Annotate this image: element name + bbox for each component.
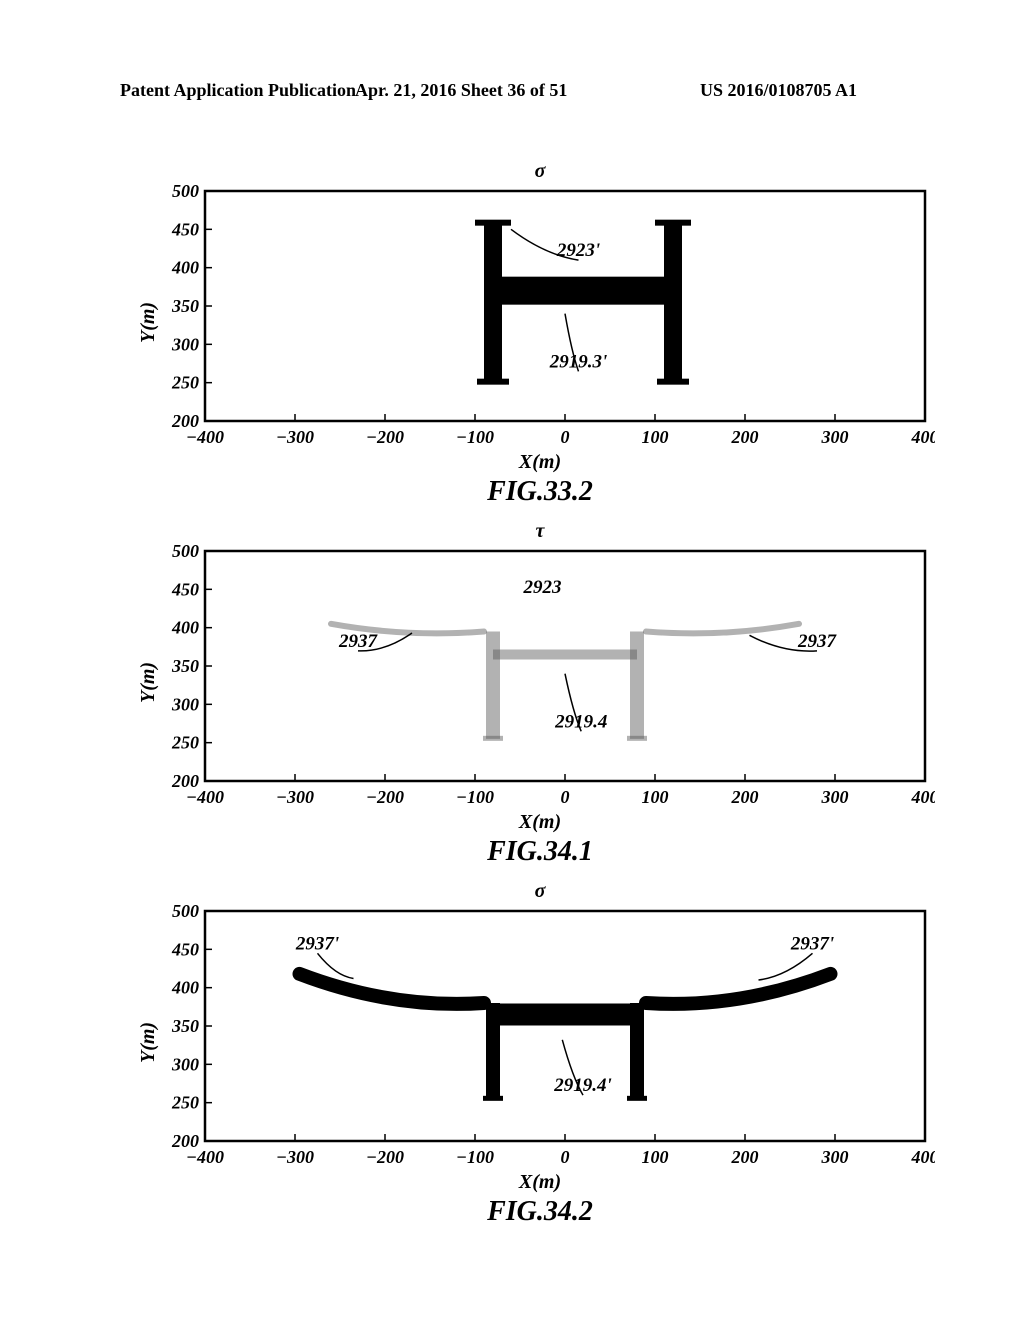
figure-33-2: σ Y(m) −400−300−200−10001002003004002002… <box>145 160 935 508</box>
figure-34-1: τ Y(m) −400−300−200−10001002003004002002… <box>145 520 935 868</box>
svg-text:450: 450 <box>171 579 199 599</box>
svg-text:300: 300 <box>171 334 199 354</box>
svg-text:−300: −300 <box>276 787 314 807</box>
svg-text:400: 400 <box>171 618 199 638</box>
svg-text:200: 200 <box>731 787 759 807</box>
header-left: Patent Application Publication <box>120 80 356 101</box>
svg-text:400: 400 <box>911 1147 936 1167</box>
svg-text:200: 200 <box>171 1131 199 1151</box>
svg-text:500: 500 <box>172 183 199 201</box>
x-axis-label: X(m) <box>145 1171 935 1194</box>
figure-caption: FIG.34.1 <box>145 836 935 868</box>
svg-text:2919.4': 2919.4' <box>553 1075 612 1096</box>
svg-text:2919.3': 2919.3' <box>549 351 608 372</box>
svg-text:−100: −100 <box>456 1147 494 1167</box>
svg-text:400: 400 <box>911 427 936 447</box>
svg-text:350: 350 <box>171 296 199 316</box>
header-center: Apr. 21, 2016 Sheet 36 of 51 <box>355 80 567 101</box>
svg-text:500: 500 <box>172 543 199 561</box>
svg-text:200: 200 <box>171 411 199 431</box>
svg-text:450: 450 <box>171 939 199 959</box>
y-axis-label: Y(m) <box>137 1022 160 1063</box>
figure-caption: FIG.33.2 <box>145 476 935 508</box>
svg-text:350: 350 <box>171 1016 199 1036</box>
chart-title: τ <box>145 520 935 543</box>
svg-text:0: 0 <box>561 787 570 807</box>
svg-text:300: 300 <box>171 1054 199 1074</box>
svg-text:100: 100 <box>642 787 669 807</box>
svg-text:300: 300 <box>821 787 849 807</box>
x-axis-label: X(m) <box>145 811 935 834</box>
svg-text:100: 100 <box>642 427 669 447</box>
svg-text:2937: 2937 <box>338 631 379 652</box>
svg-text:350: 350 <box>171 656 199 676</box>
svg-text:2937': 2937' <box>295 933 339 954</box>
svg-text:−100: −100 <box>456 427 494 447</box>
svg-text:−300: −300 <box>276 427 314 447</box>
chart-svg: −400−300−200−100010020030040020025030035… <box>145 543 935 811</box>
svg-text:450: 450 <box>171 219 199 239</box>
svg-text:2923': 2923' <box>556 240 600 261</box>
svg-text:200: 200 <box>731 1147 759 1167</box>
page: Patent Application Publication Apr. 21, … <box>0 0 1024 1320</box>
svg-text:250: 250 <box>171 1093 199 1113</box>
svg-text:400: 400 <box>171 258 199 278</box>
svg-text:−300: −300 <box>276 1147 314 1167</box>
svg-text:0: 0 <box>561 1147 570 1167</box>
header-right: US 2016/0108705 A1 <box>700 80 857 101</box>
svg-text:250: 250 <box>171 733 199 753</box>
y-axis-label: Y(m) <box>137 302 160 343</box>
y-axis-label: Y(m) <box>137 662 160 703</box>
svg-text:2923: 2923 <box>523 577 562 598</box>
svg-text:300: 300 <box>171 694 199 714</box>
svg-text:300: 300 <box>821 427 849 447</box>
figure-34-2: σ Y(m) −400−300−200−10001002003004002002… <box>145 880 935 1228</box>
figure-caption: FIG.34.2 <box>145 1196 935 1228</box>
svg-text:−200: −200 <box>366 787 404 807</box>
chart-title: σ <box>145 160 935 183</box>
svg-text:200: 200 <box>731 427 759 447</box>
svg-text:2937: 2937 <box>797 631 838 652</box>
svg-text:200: 200 <box>171 771 199 791</box>
chart-svg: −400−300−200−100010020030040020025030035… <box>145 903 935 1171</box>
chart-title: σ <box>145 880 935 903</box>
svg-text:100: 100 <box>642 1147 669 1167</box>
svg-text:300: 300 <box>821 1147 849 1167</box>
svg-text:0: 0 <box>561 427 570 447</box>
svg-text:500: 500 <box>172 903 199 921</box>
svg-text:400: 400 <box>911 787 936 807</box>
x-axis-label: X(m) <box>145 451 935 474</box>
svg-text:−200: −200 <box>366 1147 404 1167</box>
svg-text:2937': 2937' <box>790 933 834 954</box>
chart-svg: −400−300−200−100010020030040020025030035… <box>145 183 935 451</box>
svg-text:2919.4: 2919.4 <box>554 711 607 732</box>
svg-text:−200: −200 <box>366 427 404 447</box>
svg-text:250: 250 <box>171 373 199 393</box>
svg-text:−100: −100 <box>456 787 494 807</box>
svg-text:400: 400 <box>171 978 199 998</box>
